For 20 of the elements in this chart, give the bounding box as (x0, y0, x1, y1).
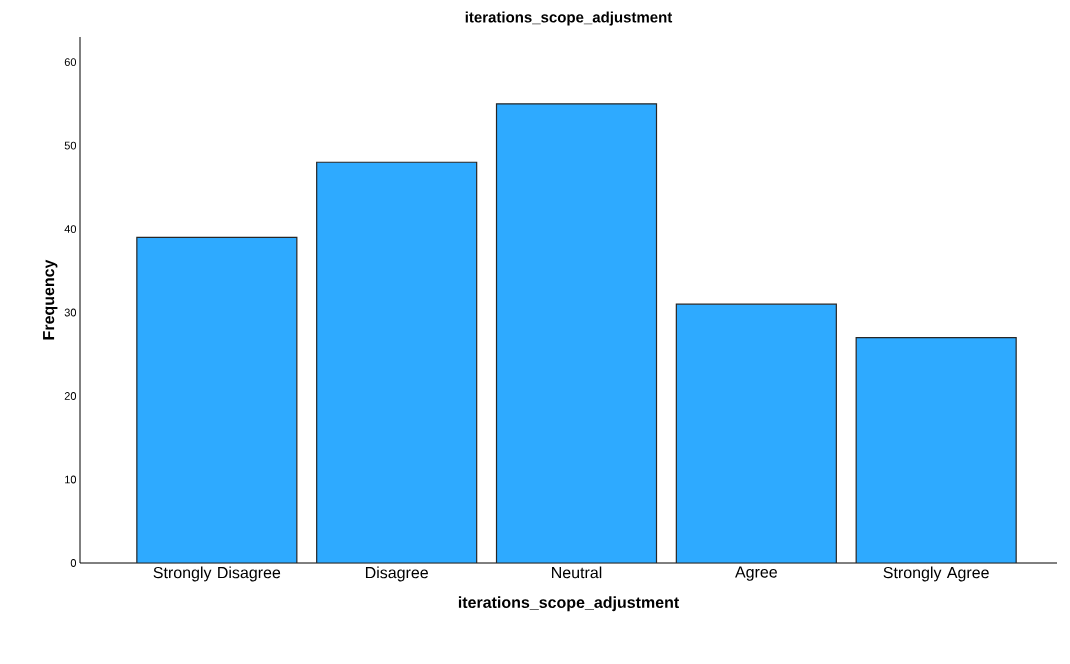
bar (855, 336, 1017, 563)
x-tick-label: Disagree (365, 566, 428, 582)
x-tick-label: Agree (735, 566, 777, 581)
bar (495, 103, 658, 563)
bar (136, 236, 298, 563)
y-tick-label: 40 (64, 225, 77, 233)
bar (675, 303, 837, 563)
y-tick-label: 60 (64, 58, 77, 66)
x-tick-label: Strongly Disagree (153, 566, 281, 582)
chart-title: iterations_scope_adjustment (465, 11, 673, 26)
y-axis-title: Frequency (43, 259, 58, 340)
bar (316, 161, 478, 563)
y-tick-label: 10 (65, 475, 77, 484)
y-tick-label: 20 (64, 392, 77, 400)
x-tick-label: Strongly Agree (883, 566, 989, 582)
y-tick-label: 30 (64, 308, 77, 317)
y-tick-label: 50 (64, 141, 77, 150)
x-axis-title: iterations_scope_adjustment (458, 596, 680, 612)
x-tick-label: Neutral (552, 566, 602, 579)
y-tick-label: 0 (70, 559, 77, 567)
